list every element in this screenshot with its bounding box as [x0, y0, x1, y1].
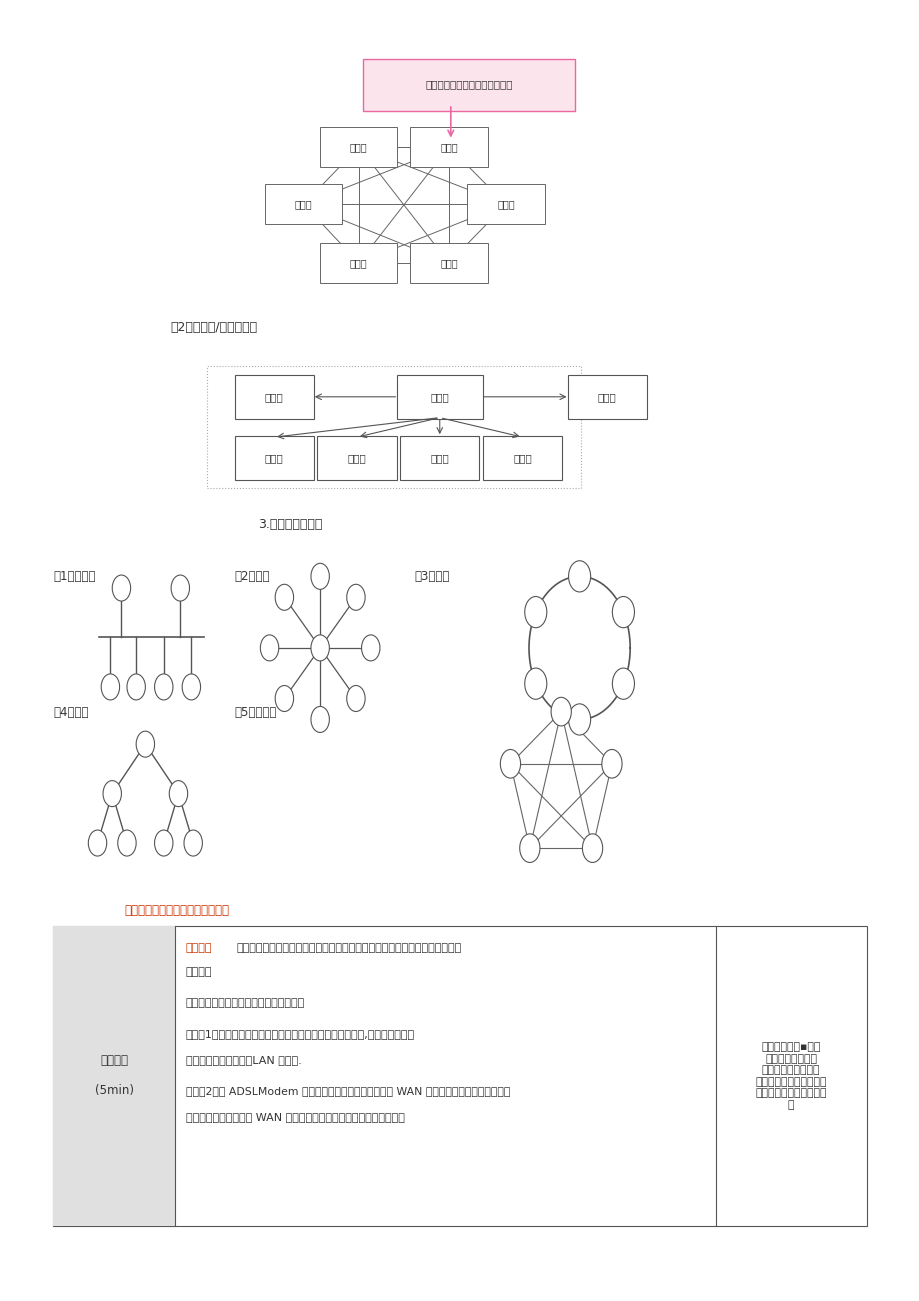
Text: 计算机: 计算机 — [496, 199, 515, 209]
Circle shape — [568, 704, 590, 735]
FancyBboxPatch shape — [396, 375, 482, 419]
Bar — [53, 926, 175, 1226]
Text: 一、硬件准备与连接（具体步骤见教材）: 一、硬件准备与连接（具体步骤见教材） — [186, 998, 305, 1008]
Text: 硬件连接: 硬件连接 — [186, 967, 212, 977]
Circle shape — [275, 686, 293, 712]
FancyBboxPatch shape — [410, 126, 487, 167]
Text: 客户机: 客户机 — [513, 453, 531, 463]
Circle shape — [118, 830, 136, 856]
Circle shape — [88, 830, 107, 856]
Text: 客户机: 客户机 — [597, 392, 616, 402]
Text: （2）将 ADSLModem 的网络接口与无线宽带路由器的 WAN 接口连接。如果是小区宽带，: （2）将 ADSLModem 的网络接口与无线宽带路由器的 WAN 接口连接。如… — [186, 1086, 510, 1097]
Circle shape — [101, 674, 119, 700]
Circle shape — [103, 781, 121, 807]
FancyBboxPatch shape — [363, 59, 574, 111]
Text: 计算机: 计算机 — [439, 142, 458, 152]
Circle shape — [582, 834, 602, 863]
Circle shape — [171, 575, 189, 601]
Circle shape — [275, 584, 293, 610]
Text: 带路由器的普通接口（LAN 接口）.: 带路由器的普通接口（LAN 接口）. — [186, 1055, 301, 1066]
Text: （4）树型: （4）树型 — [53, 706, 89, 719]
Text: 则将无线宽带路由器的 WAN 接口与宽带服务商提供的网络接口连接。: 则将无线宽带路由器的 WAN 接口与宽带服务商提供的网络接口连接。 — [186, 1112, 404, 1123]
Circle shape — [568, 561, 590, 592]
Text: 计算机: 计算机 — [294, 199, 312, 209]
Circle shape — [500, 749, 520, 778]
Circle shape — [311, 706, 329, 732]
Text: （1）将网线的一端插入使用有线连接的计算机网络接口,另一端插入移宽: （1）将网线的一端插入使用有线连接的计算机网络接口,另一端插入移宽 — [186, 1029, 414, 1039]
Circle shape — [169, 781, 187, 807]
FancyBboxPatch shape — [467, 183, 544, 224]
Text: 客户机: 客户机 — [347, 453, 366, 463]
Text: （2）客户机/服务器模式: （2）客户机/服务器模式 — [170, 321, 257, 334]
FancyBboxPatch shape — [320, 242, 397, 282]
Circle shape — [136, 731, 154, 757]
Circle shape — [346, 686, 365, 712]
FancyBboxPatch shape — [410, 242, 487, 282]
Circle shape — [550, 697, 571, 726]
Text: 客户机: 客户机 — [265, 392, 283, 402]
Text: （2）星型: （2）星型 — [234, 570, 270, 583]
FancyBboxPatch shape — [265, 183, 342, 224]
FancyBboxPatch shape — [567, 375, 646, 419]
Circle shape — [601, 749, 621, 778]
Circle shape — [519, 834, 539, 863]
FancyBboxPatch shape — [482, 436, 562, 480]
Circle shape — [112, 575, 130, 601]
Circle shape — [260, 635, 278, 661]
Circle shape — [311, 563, 329, 589]
Text: 【教师】: 【教师】 — [186, 943, 212, 954]
FancyBboxPatch shape — [317, 436, 396, 480]
Text: 客户机: 客户机 — [430, 453, 448, 463]
Circle shape — [154, 830, 173, 856]
Text: 服务器: 服务器 — [430, 392, 448, 402]
Circle shape — [154, 674, 173, 700]
Circle shape — [184, 830, 202, 856]
Circle shape — [524, 596, 546, 627]
Text: （1）总线型: （1）总线型 — [53, 570, 96, 583]
FancyBboxPatch shape — [234, 436, 313, 480]
Circle shape — [612, 596, 634, 627]
Text: 计算机: 计算机 — [439, 258, 458, 268]
Circle shape — [612, 669, 634, 700]
Text: 3.按拓扑结构分类: 3.按拓扑结构分类 — [257, 518, 322, 531]
Text: 【学生】聆听、思考、理解、记录: 【学生】聆听、思考、理解、记录 — [124, 904, 229, 917]
FancyBboxPatch shape — [234, 375, 313, 419]
Text: 实线为物理连接，虚线为逻辑连: 实线为物理连接，虚线为逻辑连 — [425, 79, 513, 90]
Bar — [53, 926, 866, 1226]
Circle shape — [182, 674, 200, 700]
Circle shape — [361, 635, 380, 661]
Text: 通过一边演示▪他讲
解组建局域网的硬
件设备并对其进行连
接的方式，让学生更加直
观的了解组建局域网的过
程: 通过一边演示▪他讲 解组建局域网的硬 件设备并对其进行连 接的方式，让学生更加直… — [754, 1042, 826, 1110]
Circle shape — [524, 669, 546, 700]
FancyBboxPatch shape — [320, 126, 397, 167]
Text: 计算机: 计算机 — [349, 258, 368, 268]
Text: 计算机: 计算机 — [349, 142, 368, 152]
FancyBboxPatch shape — [400, 436, 479, 480]
Text: （3）环型: （3）环型 — [414, 570, 448, 583]
Circle shape — [127, 674, 145, 700]
Text: （5）网状型: （5）网状型 — [234, 706, 277, 719]
Text: 客户机: 客户机 — [265, 453, 283, 463]
Circle shape — [311, 635, 329, 661]
Circle shape — [346, 584, 365, 610]
Text: 演示讲解

(5min): 演示讲解 (5min) — [95, 1054, 133, 1098]
Text: 通过多媒体讲解与实物展示相结合的方式介绍组建局域网的硬件设备，并进行: 通过多媒体讲解与实物展示相结合的方式介绍组建局域网的硬件设备，并进行 — [236, 943, 461, 954]
